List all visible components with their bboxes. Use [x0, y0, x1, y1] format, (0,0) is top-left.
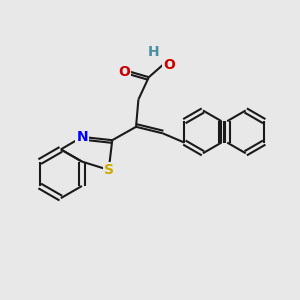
Text: N: N — [76, 130, 88, 144]
Text: O: O — [118, 65, 130, 79]
Text: H: H — [148, 45, 159, 59]
Text: S: S — [104, 163, 114, 177]
Text: O: O — [163, 58, 175, 72]
